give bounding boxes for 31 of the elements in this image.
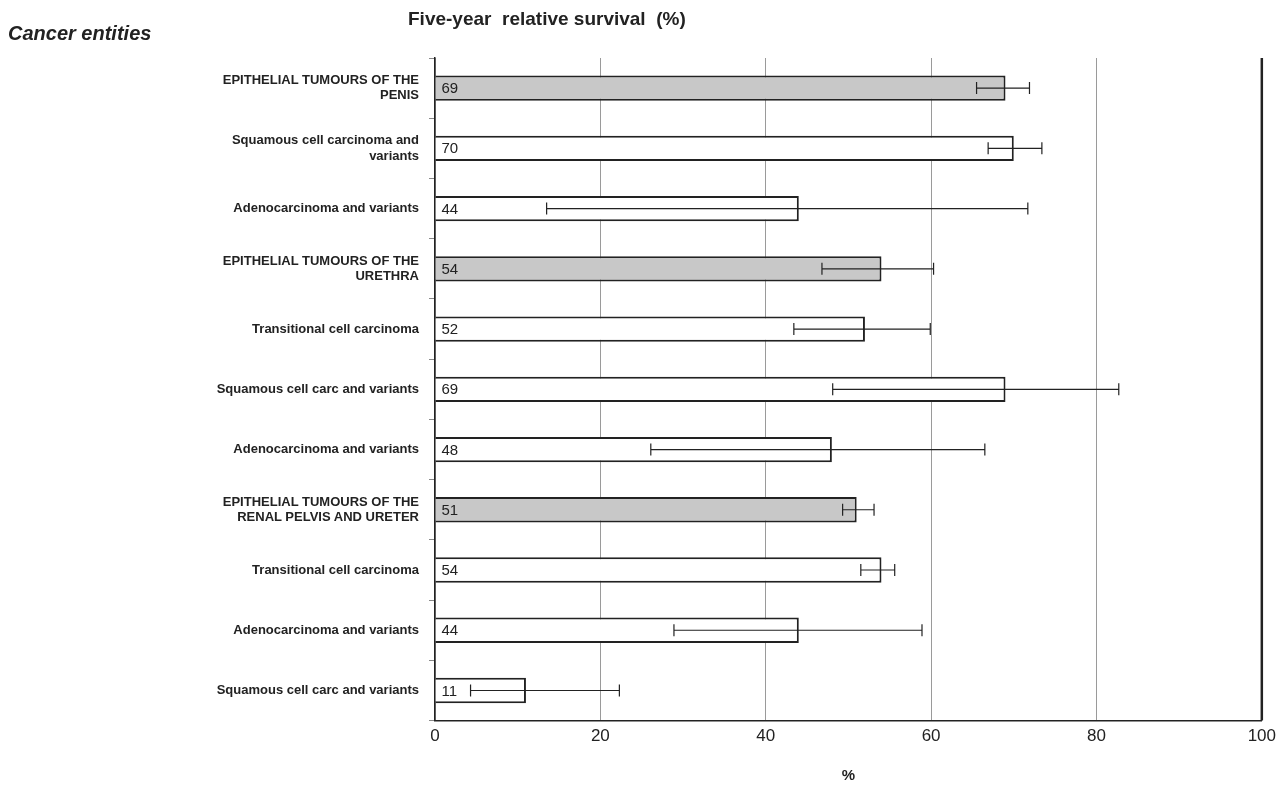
- data-label: 70: [441, 139, 459, 157]
- text: Cancer entities: [8, 22, 152, 45]
- data-label: 11: [441, 681, 458, 699]
- x-tick-label: 80: [1086, 726, 1106, 746]
- x-tick-label: 20: [590, 726, 610, 746]
- y-tick-label: Transitional cell carcinoma: [252, 561, 420, 577]
- x-tick-label: 0: [430, 726, 440, 746]
- data-label: 54: [441, 259, 459, 277]
- data-label: 51: [441, 500, 459, 518]
- y-tick-label: Squamous cell carcinoma and variants: [231, 132, 420, 163]
- chart-title: Five-year relative survival (%): [408, 8, 686, 30]
- data-label: 54: [441, 561, 459, 579]
- x-tick-label: 60: [921, 726, 941, 746]
- y-tick-label: Adenocarcinoma and variants: [233, 621, 419, 637]
- y-tick-label: Adenocarcinoma and variants: [233, 441, 419, 457]
- data-label: 52: [441, 320, 459, 338]
- y-tick-label: Transitional cell carcinoma: [252, 320, 420, 336]
- y-tick-label: EPITHELIAL TUMOURS OF THE URETHRA: [222, 252, 420, 284]
- data-label: 69: [441, 79, 459, 97]
- x-axis-title: %: [841, 766, 856, 784]
- data-label: 44: [441, 621, 459, 639]
- y-tick-label: EPITHELIAL TUMOURS OF THE PENIS: [222, 71, 420, 103]
- x-tick-label: 100: [1247, 726, 1277, 746]
- x-tick-label: 40: [756, 726, 776, 746]
- y-tick-label: Adenocarcinoma and variants: [233, 200, 419, 216]
- y-tick-label: Squamous cell carc and variants: [216, 380, 419, 396]
- y-tick-label: EPITHELIAL TUMOURS OF THE RENAL PELVIS AND URETER: [222, 493, 420, 525]
- y-tick-label: Squamous cell carc and variants: [216, 682, 419, 698]
- data-label: 69: [441, 380, 459, 398]
- data-label: 48: [441, 440, 459, 458]
- data-label: 44: [441, 199, 459, 217]
